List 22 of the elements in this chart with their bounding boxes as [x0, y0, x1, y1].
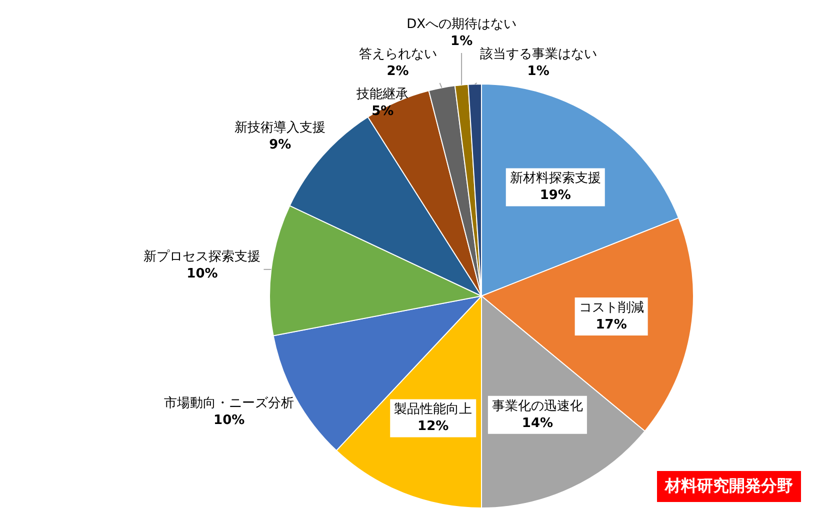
slice-label: 製品性能向上 — [394, 402, 472, 418]
slice-label: DXへの期待はない — [406, 16, 517, 32]
slice-label: 該当する事業はない — [480, 46, 597, 62]
data-label: 12% — [418, 419, 449, 434]
slice-label: 事業化の迅速化 — [492, 398, 583, 414]
data-label: 17% — [596, 317, 627, 332]
slice-label: 新プロセス探索支援 — [144, 250, 261, 265]
slice-label: 新技術導入支援 — [234, 120, 326, 136]
slice-label: コスト削減 — [578, 300, 644, 316]
data-label: 10% — [214, 412, 245, 428]
slice-label: 新材料探索支援 — [510, 171, 601, 186]
data-label: 10% — [186, 266, 218, 282]
slice-label: 技能継承 — [356, 86, 409, 102]
data-label: 1% — [527, 64, 550, 79]
data-label: 14% — [522, 416, 554, 431]
slice-label: 答えられない — [358, 46, 437, 62]
slice-label: 市場動向・ニーズ分析 — [164, 396, 294, 411]
data-label: 19% — [540, 188, 571, 204]
text: 材料研究開発分野 — [657, 471, 801, 502]
data-label: 1% — [450, 34, 473, 49]
data-label: 2% — [386, 64, 409, 79]
data-label: 9% — [269, 138, 292, 152]
